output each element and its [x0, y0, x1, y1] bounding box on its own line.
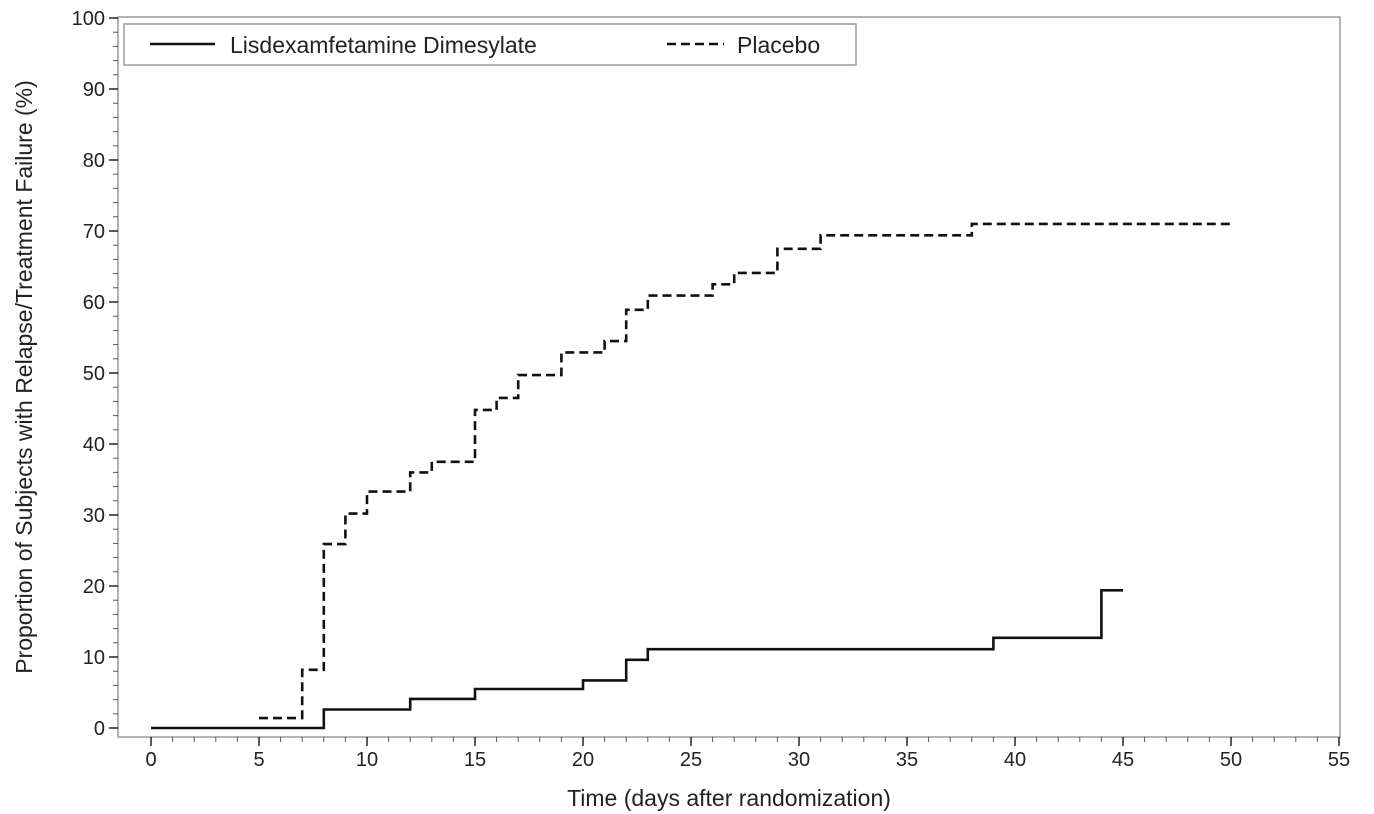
y-axis: 0 10 20 30 40 50 60 70 80 90 100 — [72, 8, 118, 740]
x-tick-label: 20 — [572, 749, 594, 771]
x-tick-label: 5 — [253, 749, 264, 771]
y-tick-label: 70 — [83, 221, 105, 243]
x-tick-label: 40 — [1004, 749, 1026, 771]
y-tick-label: 10 — [83, 647, 105, 669]
x-tick-label: 10 — [356, 749, 378, 771]
x-axis-title: Time (days after randomization) — [567, 785, 891, 811]
y-tick-label: 30 — [83, 505, 105, 527]
y-axis-title: Proportion of Subjects with Relapse/Trea… — [11, 80, 37, 674]
y-tick-label: 50 — [83, 363, 105, 385]
y-tick-label: 100 — [72, 8, 105, 30]
lisdexamfetamine-series-line — [151, 589, 1123, 730]
series-layer — [151, 222, 1231, 730]
plot-frame — [117, 16, 1341, 738]
x-tick-label: 35 — [896, 749, 918, 771]
legend-label: Placebo — [737, 32, 820, 58]
x-tick-label: 30 — [788, 749, 810, 771]
minor-ticks — [113, 31, 1318, 742]
x-axis: 0 5 10 15 20 25 30 35 40 45 50 55 — [145, 737, 1350, 771]
x-tick-label: 0 — [145, 749, 156, 771]
x-tick-label: 55 — [1328, 749, 1350, 771]
y-tick-label: 40 — [83, 434, 105, 456]
legend-label: Lisdexamfetamine Dimesylate — [230, 32, 537, 58]
y-tick-label: 80 — [83, 150, 105, 172]
y-tick-label: 0 — [94, 718, 105, 740]
x-tick-label: 25 — [680, 749, 702, 771]
legend: Lisdexamfetamine Dimesylate Placebo — [123, 23, 857, 66]
y-tick-label: 20 — [83, 576, 105, 598]
x-tick-label: 50 — [1220, 749, 1242, 771]
placebo-series-line — [259, 222, 1231, 720]
x-tick-label: 15 — [464, 749, 486, 771]
y-tick-label: 60 — [83, 292, 105, 314]
legend-box — [123, 23, 857, 66]
x-tick-label: 45 — [1112, 749, 1134, 771]
y-tick-label: 90 — [83, 79, 105, 101]
